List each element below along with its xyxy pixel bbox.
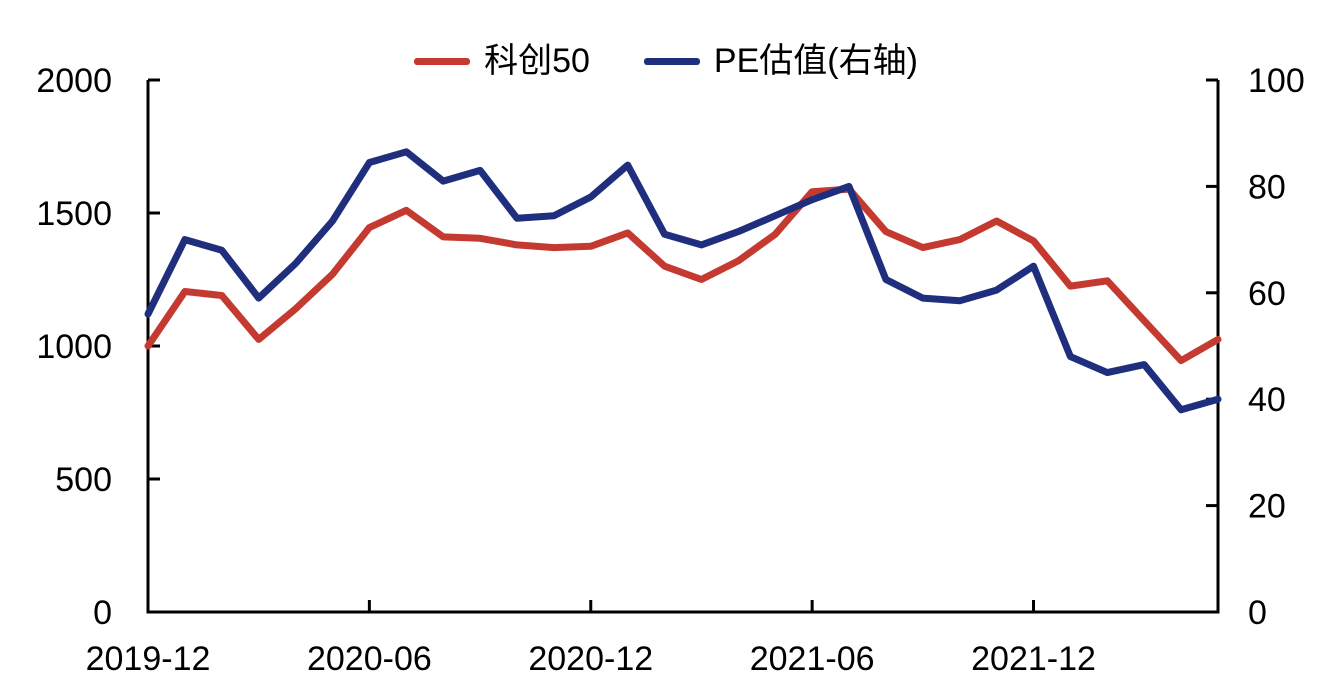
right-axis-tick-label: 20	[1248, 488, 1286, 526]
x-axis-tick-label: 2019-12	[86, 640, 211, 678]
legend-label-pe: PE估值(右轴)	[713, 42, 918, 80]
series-pe-line	[144, 148, 1222, 414]
series-layer	[144, 148, 1222, 414]
legend-label-kechuang50: 科创50	[484, 42, 590, 80]
left-axis-tick-label: 0	[93, 594, 112, 632]
x-axis-tick-label: 2020-12	[528, 640, 653, 678]
left-axis-tick-label: 500	[55, 461, 112, 499]
pe-line-swatch	[643, 57, 700, 65]
right-axis-tick-label: 60	[1248, 275, 1286, 313]
kechuang50-line-swatch	[414, 57, 471, 65]
axis-labels-layer: 0 500 1000 1500 2000 0 20 40 60 80 100 2019-12 2020-…	[36, 62, 1304, 678]
legend: 科创50 PE估值(右轴)	[0, 44, 1332, 78]
series-kechuang50-line	[144, 185, 1222, 365]
x-axis-tick-label: 2021-12	[971, 640, 1096, 678]
right-axis-tick-label: 40	[1248, 381, 1286, 419]
axes-layer	[146, 78, 1220, 614]
legend-item-kechuang50: 科创50	[414, 44, 590, 78]
left-axis-tick-label: 2000	[36, 62, 112, 100]
right-axis-tick-label: 0	[1248, 594, 1267, 632]
right-axis-tick-label: 100	[1248, 62, 1305, 100]
left-axis-tick-label: 1500	[36, 195, 112, 233]
axis-frame	[146, 80, 1220, 614]
x-axis-tick-label: 2020-06	[307, 640, 432, 678]
legend-item-pe: PE估值(右轴)	[643, 42, 918, 80]
right-axis-tick-label: 80	[1248, 168, 1286, 206]
left-axis-tick-label: 1000	[36, 328, 112, 366]
x-axis-tick-label: 2021-06	[750, 640, 875, 678]
